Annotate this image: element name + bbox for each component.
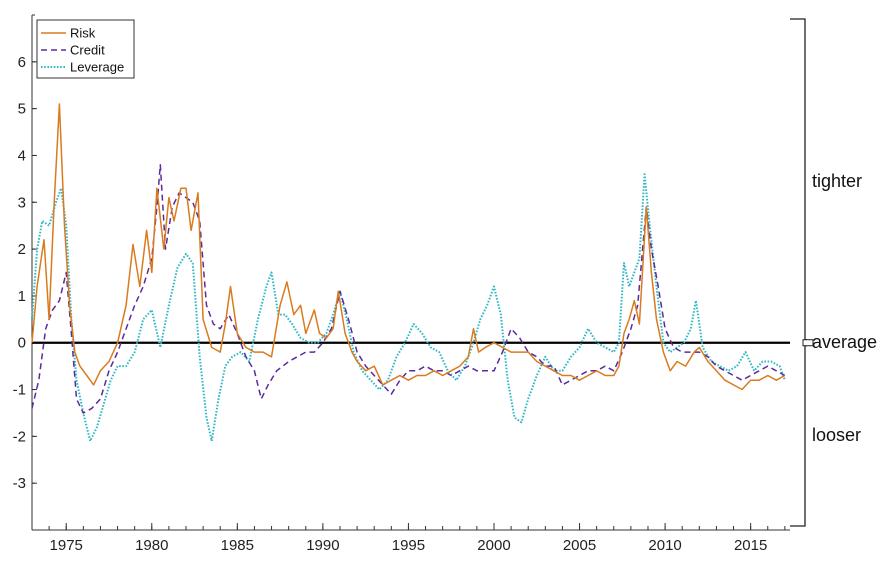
x-tick-label: 2015 [734,537,767,554]
y-tick-label: 6 [18,54,26,71]
y-tick-label: 4 [18,147,26,164]
y-tick-label: -2 [13,428,26,445]
x-tick-label: 2005 [563,537,596,554]
y-tick-label: 5 [18,101,26,118]
y-tick-label: 0 [18,335,26,352]
average-label: average [812,332,877,352]
legend-label-credit: Credit [70,43,105,58]
x-tick-label: 1985 [221,537,254,554]
series-group [31,103,786,442]
series-line-risk [31,103,786,391]
x-tick-label: 2010 [648,537,681,554]
axes: -3 -2 -1 0 1 2 3 4 5 6 1975 1980 1985 1990 1995 2000 200… [13,14,790,554]
bracket-looser [790,345,807,527]
legend-box [36,19,135,79]
x-tick-label: 1990 [306,537,339,554]
x-tick-label: 1975 [50,537,83,554]
x-tick-label: 1980 [135,537,168,554]
bracket-average-notch [802,339,814,347]
x-tick-label: 1995 [392,537,425,554]
series-line-credit [31,164,786,414]
y-tick-label: 3 [18,194,26,211]
side-bracket: tighter average looser [790,18,877,527]
legend: Risk Credit Leverage [36,19,135,79]
y-tick-label: -3 [13,475,26,492]
y-tick-label: 1 [18,288,26,305]
x-tick-label: 2000 [477,537,510,554]
tighter-label: tighter [812,171,862,191]
series-line-leverage [31,173,786,442]
legend-label-risk: Risk [70,26,96,41]
y-tick-label: -1 [13,382,26,399]
legend-label-leverage: Leverage [70,60,124,75]
looser-label: looser [812,425,861,445]
y-tick-label: 2 [18,241,26,258]
bracket-tighter [790,18,807,341]
